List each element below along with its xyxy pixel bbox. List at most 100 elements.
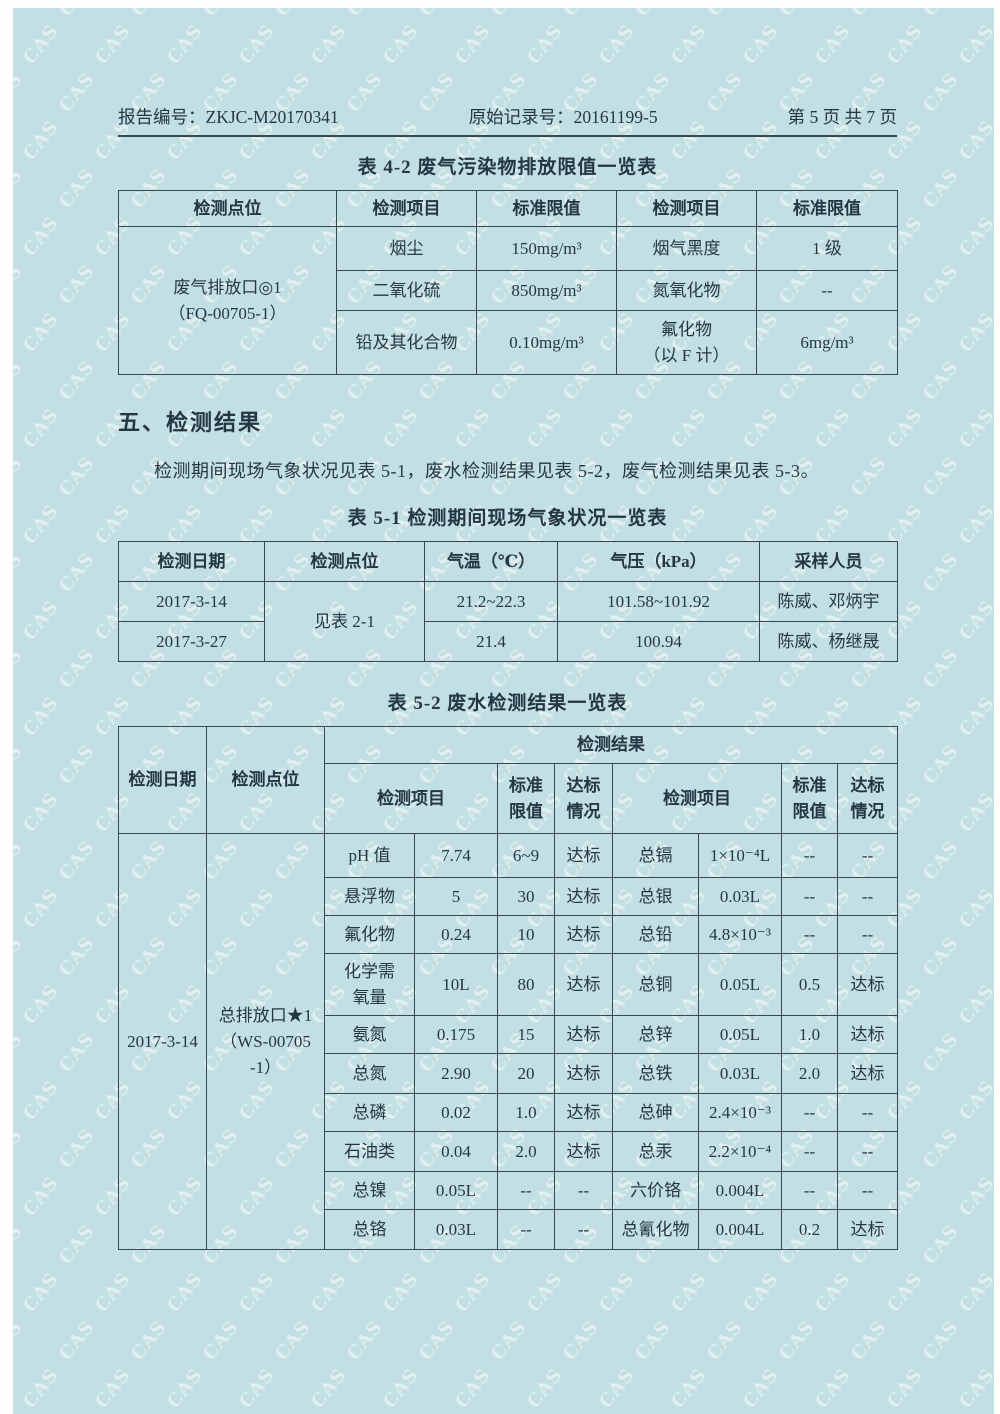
sampler-cell: 陈威、杨继晟 [759, 621, 898, 662]
value-cell: 2.4×10⁻³ [698, 1093, 782, 1132]
cas-watermark-text: CAS [13, 1220, 28, 1269]
header-cell-status: 达标 情况 [554, 763, 613, 834]
table-row: 总磷 0.02 1.0 达标 总砷 2.4×10⁻³ -- -- [119, 1093, 898, 1132]
header-cell: 标准限值 [476, 190, 617, 227]
header-cell: 检测项目 [336, 190, 477, 227]
status-cell: 达标 [554, 1093, 613, 1132]
status-cell: 达标 [837, 1209, 898, 1250]
cas-watermark-text: CAS [919, 740, 964, 789]
cas-watermark-text: CAS [55, 1220, 100, 1269]
limit-cell: 6~9 [497, 833, 555, 878]
limit-cell: 0.2 [781, 1209, 838, 1250]
item-cell: 总铬 [324, 1209, 415, 1250]
cas-watermark-text: CAS [811, 1268, 856, 1317]
cas-watermark-text: CAS [991, 836, 994, 885]
value-cell: 0.05L [698, 1015, 782, 1054]
item-cell: 总铅 [612, 915, 699, 954]
cas-watermark-text: CAS [955, 1076, 994, 1125]
table-row: 总氮 2.90 20 达标 总铁 0.03L 2.0 达标 [119, 1053, 898, 1094]
limit-cell: 80 [497, 953, 555, 1016]
cas-watermark-text: CAS [955, 692, 994, 741]
limit-cell: 6mg/m³ [756, 310, 898, 375]
cas-watermark-text: CAS [739, 1268, 784, 1317]
value-cell: 0.04 [414, 1131, 498, 1172]
table-row: 铅及其化合物 0.10mg/m³ 氟化物 （以 F 计） 6mg/m³ [119, 310, 898, 375]
site-name: 废气排放口◎1 [173, 277, 282, 297]
header-line1: 达标 [850, 775, 885, 795]
table52-title: 表 5-2 废水检测结果一览表 [387, 693, 628, 714]
cas-watermark-text: CAS [991, 932, 994, 981]
cas-watermark-text: CAS [955, 788, 994, 837]
status-cell: -- [837, 877, 898, 916]
cas-watermark-text: CAS [919, 836, 964, 885]
cas-watermark-text: CAS [955, 212, 994, 261]
item-cell: 氨氮 [324, 1015, 415, 1054]
limit-cell: -- [781, 877, 838, 916]
cas-watermark-text: CAS [13, 1124, 28, 1173]
limit-cell: -- [781, 1093, 838, 1132]
temperature-cell: 21.4 [424, 621, 558, 662]
item-line1: 氟化物 [661, 319, 712, 339]
cas-watermark-text: CAS [19, 980, 64, 1029]
header-line2: 限值 [509, 801, 543, 821]
value-cell: 0.03L [414, 1209, 498, 1250]
table-row: 化学需 氧量 10L 80 达标 总铜 0.05L 0.5 达标 [119, 953, 898, 1016]
cas-watermark-text: CAS [919, 1028, 964, 1077]
limit-cell: 10 [497, 915, 555, 954]
table-row: 二氧化硫 850mg/m³ 氮氧化物 -- [119, 270, 898, 311]
status-cell: -- [837, 915, 898, 954]
header-line2: 限值 [792, 801, 827, 821]
limit-cell: 850mg/m³ [476, 270, 617, 311]
item-cell: 铅及其化合物 [336, 310, 477, 375]
limit-cell: 150mg/m³ [476, 226, 617, 271]
cas-watermark-text: CAS [955, 404, 994, 453]
cas-watermark-text: CAS [991, 740, 994, 789]
header-line1: 标准 [792, 775, 827, 795]
monitoring-site-cell: 总排放口★1 （WS-00705 -1） [206, 833, 325, 1250]
table-row: 2017-3-27 21.4 100.94 陈威、杨继晟 [118, 621, 898, 662]
value-cell: 4.8×10⁻³ [698, 915, 782, 954]
cas-watermark-text: CAS [919, 932, 964, 981]
table51-weather: 检测日期 检测点位 气温（℃） 气压（kPa） 采样人员 2017-3-14 见… [118, 541, 898, 662]
cas-watermark-text: CAS [919, 356, 964, 405]
item-cell: 总汞 [612, 1131, 699, 1172]
temperature-cell: 21.2~22.3 [424, 581, 558, 622]
item-cell: pH 值 [324, 833, 415, 878]
pressure-cell: 100.94 [557, 621, 760, 662]
header-cell: 气温（℃） [424, 541, 558, 582]
cas-watermark-text: CAS [55, 68, 100, 117]
status-cell: 达标 [554, 915, 613, 954]
cas-watermark-text: CAS [595, 1364, 640, 1413]
table42-emission-limits: 检测点位 检测项目 标准限值 检测项目 标准限值 废气排放口◎1 （FQ-007… [118, 190, 898, 375]
status-cell: -- [837, 1093, 898, 1132]
limit-cell: 15 [497, 1015, 555, 1054]
status-cell: 达标 [554, 833, 613, 878]
cas-watermark-text: CAS [487, 1316, 532, 1365]
cas-watermark-text: CAS [883, 1364, 928, 1413]
limit-cell: 0.5 [781, 953, 838, 1016]
table-row: 石油类 0.04 2.0 达标 总汞 2.2×10⁻⁴ -- -- [119, 1131, 898, 1172]
cas-watermark-text: CAS [991, 1028, 994, 1077]
cas-watermark-text: CAS [13, 452, 28, 501]
cas-watermark-text: CAS [991, 260, 994, 309]
cas-watermark-text: CAS [991, 164, 994, 213]
cas-watermark-text: CAS [919, 548, 964, 597]
cas-watermark-text: CAS [847, 1316, 892, 1365]
cas-watermark-text: CAS [919, 1124, 964, 1173]
cas-watermark-text: CAS [55, 452, 100, 501]
status-cell: 达标 [554, 877, 613, 916]
limit-cell: 20 [497, 1053, 555, 1094]
table-row: 氟化物 0.24 10 达标 总铅 4.8×10⁻³ -- -- [119, 915, 898, 954]
value-cell: 2.2×10⁻⁴ [698, 1131, 782, 1172]
header-cell: 检测点位 [118, 190, 337, 227]
status-cell: -- [554, 1171, 613, 1210]
cas-watermark-text: CAS [13, 356, 28, 405]
cas-watermark-text: CAS [55, 932, 100, 981]
monitoring-site-cell: 废气排放口◎1 （FQ-00705-1） [118, 226, 337, 375]
page-background: CAS CAS CAS CAS CAS CAS CAS CAS CAS CAS CAS CAS CAS C… [13, 8, 994, 1414]
item-cell: 氮氧化物 [616, 270, 757, 311]
item-cell: 总砷 [612, 1093, 699, 1132]
table52-wastewater-results: 检测日期 检测点位 检测结果 检测项目 标准 限值 达标 情况 [118, 726, 898, 1250]
item-line2: （以 F 计） [643, 345, 730, 365]
cas-watermark-text: CAS [13, 8, 27, 20]
